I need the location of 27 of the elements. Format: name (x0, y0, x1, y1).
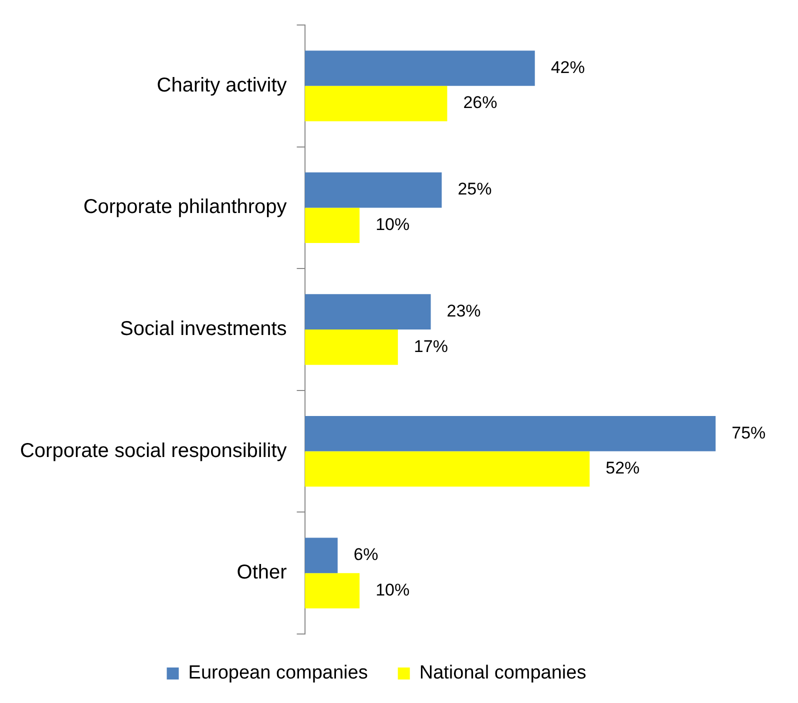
data-label: 6% (354, 545, 378, 564)
data-label: 75% (732, 423, 766, 442)
bar (304, 573, 360, 608)
bar (304, 416, 716, 452)
data-label: 23% (446, 302, 481, 321)
y-tick-label: Other (236, 562, 288, 584)
data-label: 52% (606, 458, 640, 478)
data-label: 25% (458, 180, 492, 199)
bar (304, 330, 398, 365)
data-label: 42% (550, 58, 585, 77)
bar (304, 50, 535, 86)
data-label: 10% (376, 580, 410, 600)
y-tick-label: Charity activity (156, 74, 287, 96)
data-label: 10% (376, 215, 410, 234)
y-tick-label: Social investments (120, 318, 287, 340)
y-tick-label: Corporate philanthropy (83, 196, 287, 218)
legend-label: National companies (419, 662, 586, 684)
data-label: 26% (463, 93, 498, 112)
data-label: 17% (414, 336, 448, 356)
bar (304, 208, 360, 244)
bar (304, 451, 590, 487)
legend-label: European companies (188, 662, 368, 684)
bar (304, 294, 431, 330)
bar (304, 172, 442, 208)
y-tick-label: Corporate social responsibility (20, 440, 287, 462)
bar (304, 538, 338, 574)
bar (304, 86, 448, 122)
